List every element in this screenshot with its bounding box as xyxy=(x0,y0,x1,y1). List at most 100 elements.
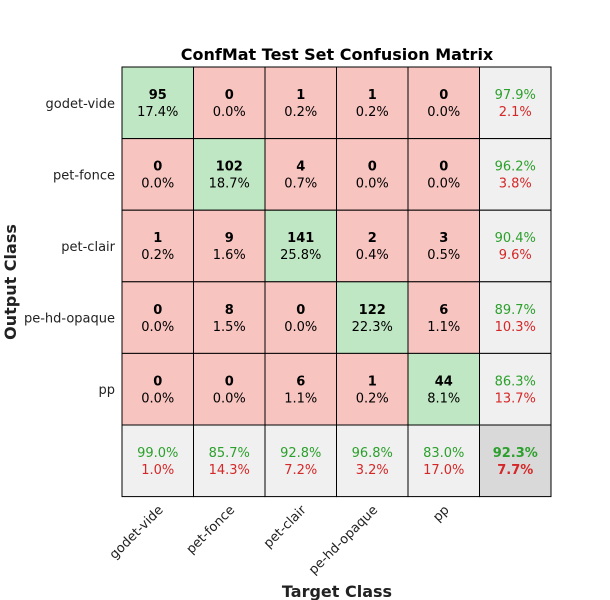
matrix-cell: 1 0.2% xyxy=(336,352,409,426)
column-summary-correct: 92.8% xyxy=(280,446,321,461)
column-summary-cell: 83.0% 17.0% xyxy=(407,424,480,498)
off-diagonal-cell-background xyxy=(336,209,409,283)
cell-percent: 0.4% xyxy=(356,248,389,263)
matrix-cell: 0 0.0% xyxy=(407,66,480,140)
y-tick-label: pe-hd-opaque xyxy=(24,312,115,327)
cell-count: 0 xyxy=(153,303,162,318)
cell-count: 1 xyxy=(368,88,377,103)
cell-percent: 0.0% xyxy=(141,177,174,192)
cell-count: 0 xyxy=(439,88,448,103)
matrix-cell: 0 0.0% xyxy=(407,138,480,211)
matrix-cell: 4 0.7% xyxy=(264,138,337,211)
cell-percent: 0.0% xyxy=(213,105,246,120)
cell-count: 0 xyxy=(153,374,162,389)
cell-count: 6 xyxy=(296,374,305,389)
column-summary-cell: 96.8% 3.2% xyxy=(336,424,409,498)
matrix-cell: 1 0.2% xyxy=(121,209,194,283)
column-summary-error: 17.0% xyxy=(423,463,464,478)
off-diagonal-cell-background xyxy=(407,138,480,211)
matrix-cell: 0 0.0% xyxy=(121,138,194,211)
cell-count: 3 xyxy=(439,231,448,246)
matrix-cell: 0 0.0% xyxy=(121,281,194,354)
cell-percent: 18.7% xyxy=(209,177,250,192)
y-tick-label: pet-fonce xyxy=(53,168,115,183)
column-summary-cell: 99.0% 1.0% xyxy=(121,424,194,498)
cell-count: 0 xyxy=(439,160,448,175)
cell-count: 122 xyxy=(359,303,386,318)
cell-percent: 0.0% xyxy=(141,320,174,335)
matrix-cell: 0 0.0% xyxy=(264,281,337,354)
cell-percent: 1.5% xyxy=(213,320,246,335)
cell-count: 8 xyxy=(225,303,234,318)
row-summary-cell: 90.4% 9.6% xyxy=(479,209,552,283)
matrix-cell: 122 22.3% xyxy=(336,281,409,354)
off-diagonal-cell-background xyxy=(336,66,409,140)
matrix-cells: 9517.4%00.0%10.2%10.2%00.0%00.0%10218.7%… xyxy=(121,66,552,498)
off-diagonal-cell-background xyxy=(193,281,266,354)
matrix-cell: 6 1.1% xyxy=(264,352,337,426)
x-tick-labels: godet-vide pet-fonce pet-clairpe-hd-opaque… xyxy=(107,502,453,577)
y-tick-label: pp xyxy=(98,383,115,398)
cell-count: 6 xyxy=(439,303,448,318)
x-tick-label: pet-clair xyxy=(261,502,310,551)
cell-percent: 17.4% xyxy=(137,105,178,120)
row-summary-error: 3.8% xyxy=(499,177,532,192)
cell-count: 102 xyxy=(216,160,243,175)
y-tick-label: pet-clair xyxy=(61,240,115,255)
matrix-cell: 141 25.8% xyxy=(264,209,337,283)
matrix-cell: 0 0.0% xyxy=(193,352,266,426)
column-summary-background xyxy=(336,424,409,498)
cell-percent: 1.1% xyxy=(427,320,460,335)
cell-count: 1 xyxy=(153,231,162,246)
off-diagonal-cell-background xyxy=(121,352,194,426)
row-summary-error: 9.6% xyxy=(499,248,532,263)
cell-count: 44 xyxy=(435,374,453,389)
off-diagonal-cell-background xyxy=(193,352,266,426)
cell-count: 9 xyxy=(225,231,234,246)
cell-count: 141 xyxy=(287,231,314,246)
matrix-cell: 0 0.0% xyxy=(336,138,409,211)
x-tick-label: pp xyxy=(430,503,452,525)
diagonal-cell-background xyxy=(407,352,480,426)
off-diagonal-cell-background xyxy=(193,66,266,140)
overall-accuracy-error: 7.7% xyxy=(497,463,533,478)
off-diagonal-cell-background xyxy=(121,281,194,354)
x-tick-label: godet-vide xyxy=(107,503,167,563)
diagonal-cell-background xyxy=(336,281,409,354)
matrix-cell: 0 0.0% xyxy=(121,352,194,426)
cell-percent: 0.0% xyxy=(427,177,460,192)
y-tick-labels: godet-vide pet-fonce pet-clair pe-hd-opaque… xyxy=(24,97,116,398)
off-diagonal-cell-background xyxy=(407,281,480,354)
row-summary-background xyxy=(479,138,552,211)
cell-percent: 0.0% xyxy=(356,177,389,192)
column-summary-error: 1.0% xyxy=(141,463,174,478)
column-summary-background xyxy=(121,424,194,498)
matrix-cell: 9 1.6% xyxy=(193,209,266,283)
matrix-cell: 102 18.7% xyxy=(193,138,266,211)
cell-percent: 0.0% xyxy=(141,391,174,406)
row-summary-error: 10.3% xyxy=(495,320,536,335)
column-summary-cell: 85.7% 14.3% xyxy=(193,424,266,498)
off-diagonal-cell-background xyxy=(264,281,337,354)
matrix-cell: 44 8.1% xyxy=(407,352,480,426)
matrix-cell: 0 0.0% xyxy=(193,66,266,140)
off-diagonal-cell-background xyxy=(264,66,337,140)
cell-count: 2 xyxy=(368,231,377,246)
row-summary-cell: 89.7% 10.3% xyxy=(479,281,552,354)
row-summary-background xyxy=(479,352,552,426)
matrix-cell: 2 0.4% xyxy=(336,209,409,283)
row-summary-correct: 96.2% xyxy=(495,160,536,175)
row-summary-error: 13.7% xyxy=(495,391,536,406)
off-diagonal-cell-background xyxy=(121,138,194,211)
cell-percent: 0.0% xyxy=(427,105,460,120)
x-tick-label: pet-fonce xyxy=(184,503,238,557)
column-summary-correct: 99.0% xyxy=(137,446,178,461)
cell-count: 1 xyxy=(296,88,305,103)
x-axis-label: Target Class xyxy=(282,582,392,600)
column-summary-error: 3.2% xyxy=(356,463,389,478)
y-axis-label: Output Class xyxy=(1,224,20,340)
matrix-cell: 6 1.1% xyxy=(407,281,480,354)
cell-percent: 0.2% xyxy=(356,105,389,120)
matrix-cell: 1 0.2% xyxy=(336,66,409,140)
